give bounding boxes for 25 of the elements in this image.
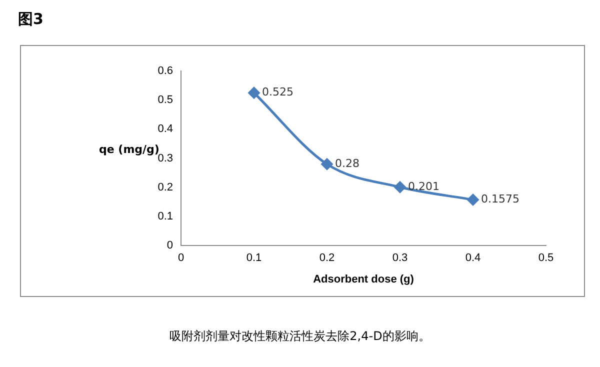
x-tick-label: 0.2 [319, 252, 335, 264]
point [248, 87, 260, 99]
data-label: 0.525 [262, 86, 294, 99]
point [321, 158, 333, 170]
x-axis-title: Adsorbent dose (g) [313, 273, 414, 286]
x-tick-label: 0.3 [392, 252, 408, 264]
y-tick-label: 0.2 [158, 181, 173, 194]
x-tick-label: 0.4 [465, 252, 481, 264]
y-tick-label: 0 [166, 240, 173, 252]
text: 吸附剂剂量对改性颗粒活性炭去除2,4-D的影响。 [168, 328, 432, 345]
data-label: 0.1575 [481, 192, 520, 206]
point [394, 181, 406, 193]
y-tick-label: 0.6 [158, 65, 173, 78]
y-tick-label: 0.5 [158, 94, 173, 106]
data-label: 0.28 [335, 156, 360, 170]
y-tick-label: 0.4 [158, 123, 173, 136]
y-tick-label: 0.3 [158, 152, 173, 164]
x-tick-label: 0.1 [246, 252, 262, 264]
y-axis-title: qe (mg/g) [99, 143, 160, 156]
text: 图3 [18, 10, 44, 29]
point [467, 194, 479, 206]
x-tick-label: 0.5 [538, 252, 554, 264]
x-tick-label: 0 [178, 252, 184, 264]
data-label: 0.201 [408, 180, 440, 193]
y-tick-label: 0.1 [158, 210, 173, 223]
